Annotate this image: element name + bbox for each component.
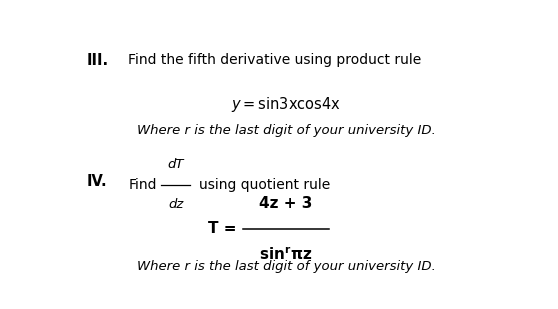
Text: IV.: IV.: [87, 174, 108, 188]
Text: Find: Find: [128, 178, 157, 192]
Text: $\mathbf{sin^r\pi z}$: $\mathbf{sin^r\pi z}$: [259, 246, 312, 263]
Text: 4z + 3: 4z + 3: [259, 197, 312, 211]
Text: $y = \mathrm{sin3xcos4x}$: $y = \mathrm{sin3xcos4x}$: [231, 95, 341, 114]
Text: using quotient rule: using quotient rule: [200, 178, 331, 192]
Text: dT: dT: [167, 158, 184, 171]
Text: Find the fifth derivative using product rule: Find the fifth derivative using product …: [128, 53, 421, 66]
Text: Where r is the last digit of your university ID.: Where r is the last digit of your univer…: [137, 124, 435, 137]
Text: Where r is the last digit of your university ID.: Where r is the last digit of your univer…: [137, 260, 435, 273]
Text: III.: III.: [87, 53, 109, 68]
Text: T =: T =: [208, 221, 236, 236]
Text: dz: dz: [168, 198, 184, 211]
